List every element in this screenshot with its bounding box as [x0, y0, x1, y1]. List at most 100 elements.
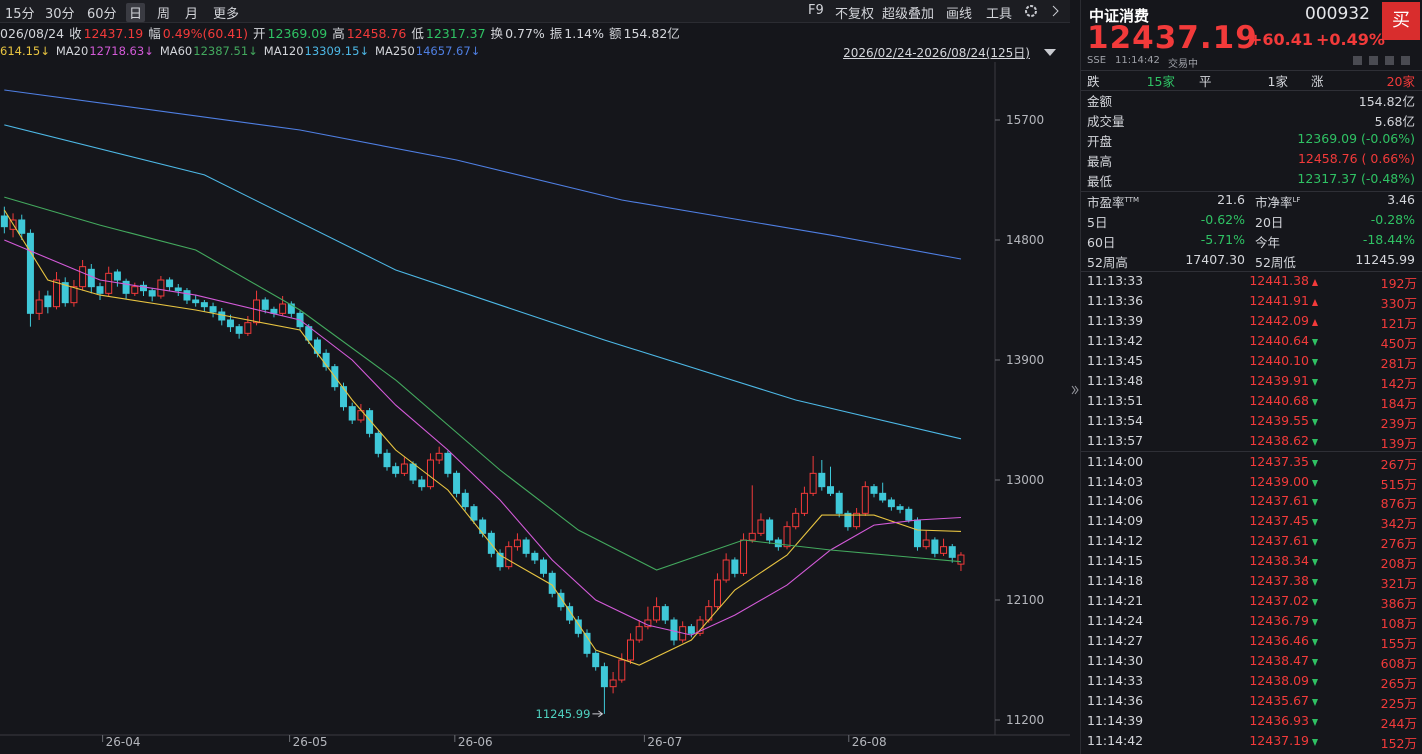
candle-body [426, 459, 434, 488]
stat-value: 12369.09 (-0.06%) [1297, 131, 1415, 146]
candle-body [827, 486, 835, 494]
range-dropdown[interactable] [1040, 42, 1060, 62]
candle-body [131, 286, 139, 294]
candle-body [44, 295, 52, 308]
y-tick-label: 11200 [1006, 713, 1044, 727]
pair-value: -5.71% [1200, 232, 1245, 247]
tick-price: 12438.47 [1249, 653, 1309, 669]
tool-button[interactable]: F9 [808, 3, 824, 18]
period-tab[interactable]: 日 [126, 3, 146, 22]
pair-value: 11245.99 [1355, 252, 1415, 267]
pair-label-text: 市盈率 [1087, 195, 1125, 210]
breadth-label: 跌 [1087, 74, 1100, 89]
ma-line [4, 196, 962, 571]
tick-direction [1312, 499, 1318, 507]
breadth-label: 涨 [1311, 74, 1324, 89]
exchange: SSE [1087, 55, 1107, 66]
period-tab[interactable]: 周 [157, 7, 171, 22]
period-tab[interactable]: 30分 [45, 7, 75, 22]
period-tab[interactable]: 更多 [213, 7, 240, 22]
tick-price: 12440.10 [1249, 352, 1309, 368]
tick-time: 11:13:33 [1087, 273, 1144, 288]
date-range[interactable]: 2026/02/24-2026/08/24(125日) [843, 46, 1030, 60]
x-tick-label: 26-05 [293, 735, 328, 749]
low-arrow [592, 710, 604, 718]
tick-volume: 342万 [1380, 516, 1417, 532]
last-price: 12437.19 [1087, 20, 1258, 56]
tick-price: 12436.46 [1249, 633, 1309, 649]
ma-value: 14657.67↓ [415, 44, 481, 58]
tick-time: 11:14:18 [1087, 573, 1144, 589]
buy-button[interactable]: 买 [1382, 2, 1420, 40]
tick-price: 12437.35 [1249, 453, 1309, 469]
tick-volume: 276万 [1380, 536, 1417, 552]
candle-body [800, 492, 808, 514]
candle-body [322, 352, 330, 368]
tick-volume: 281万 [1380, 355, 1417, 371]
candle-body [931, 539, 939, 554]
candle-body [670, 619, 678, 641]
tick-direction [1312, 338, 1318, 346]
candle-body [896, 506, 904, 510]
stat-value: 12458.76 ( 0.66%) [1297, 151, 1415, 166]
tick-volume: 450万 [1380, 335, 1417, 351]
candle-body [87, 268, 95, 288]
stat-value: 5.68亿 [1374, 114, 1415, 129]
pair-label-text: 20日 [1255, 215, 1284, 230]
tick-direction [1312, 718, 1318, 726]
tick-volume: 876万 [1380, 496, 1417, 512]
tool-button[interactable]: 超级叠加 [882, 7, 935, 22]
ma-name: MA20 [55, 44, 89, 58]
ma-name: MA60 [159, 44, 193, 58]
settings-icons[interactable] [1020, 0, 1060, 22]
candle-body [870, 486, 878, 494]
candle-body [79, 266, 87, 288]
tick-direction [1312, 479, 1318, 487]
price-change-pct: +0.49% [1316, 30, 1385, 49]
pair-label: 5日 [1087, 212, 1107, 232]
candle-body [53, 279, 61, 308]
tick-price: 12437.38 [1249, 573, 1309, 589]
candle-body [687, 626, 695, 634]
tick-direction [1312, 519, 1318, 527]
tick-direction [1312, 459, 1318, 467]
separator [1081, 70, 1422, 71]
pair-label-text: 52周高 [1087, 255, 1128, 270]
tick-time: 11:14:24 [1087, 613, 1144, 629]
tool-button[interactable]: 工具 [986, 7, 1013, 22]
info-value: 12458.76 [346, 26, 407, 41]
tick-price: 12437.45 [1249, 513, 1309, 529]
tick-volume: 608万 [1380, 656, 1417, 672]
period-tab[interactable]: 15分 [5, 7, 35, 22]
period-tab[interactable]: 60分 [87, 7, 117, 22]
candle-body [766, 519, 774, 541]
tick-direction [1312, 738, 1318, 746]
panel-icons[interactable] [1351, 55, 1421, 67]
candle-body [444, 452, 452, 474]
candle-body [200, 302, 208, 308]
y-tick-label: 13000 [1006, 473, 1044, 487]
collapse-toggle[interactable] [1070, 380, 1080, 400]
info-value: 12317.37 [425, 26, 486, 41]
tick-direction [1312, 398, 1318, 406]
candle-body [453, 472, 461, 494]
period-tab[interactable]: 月 [185, 7, 199, 22]
tick-volume: 108万 [1380, 616, 1417, 632]
toolbar: 15分 30分 60分日周月更多 F9 不复权 超级叠加 画线 工具 [0, 0, 1070, 23]
candle-body [409, 463, 417, 481]
tool-button[interactable]: 不复权 [835, 7, 875, 22]
pair-value: 3.46 [1387, 192, 1415, 207]
breadth-label: 平 [1199, 74, 1212, 89]
stat-label: 最高 [1087, 154, 1113, 169]
tick-volume: 515万 [1380, 476, 1417, 492]
candle-body [661, 606, 669, 621]
tick-volume: 121万 [1380, 315, 1417, 331]
candle-body [470, 506, 478, 521]
candle-body [505, 546, 513, 568]
candle-body [635, 626, 643, 641]
tick-volume: 192万 [1380, 276, 1417, 291]
tool-button[interactable]: 画线 [946, 7, 973, 22]
pair-value: 21.6 [1217, 192, 1245, 207]
candle-body [940, 546, 948, 554]
tick-direction [1312, 298, 1318, 306]
